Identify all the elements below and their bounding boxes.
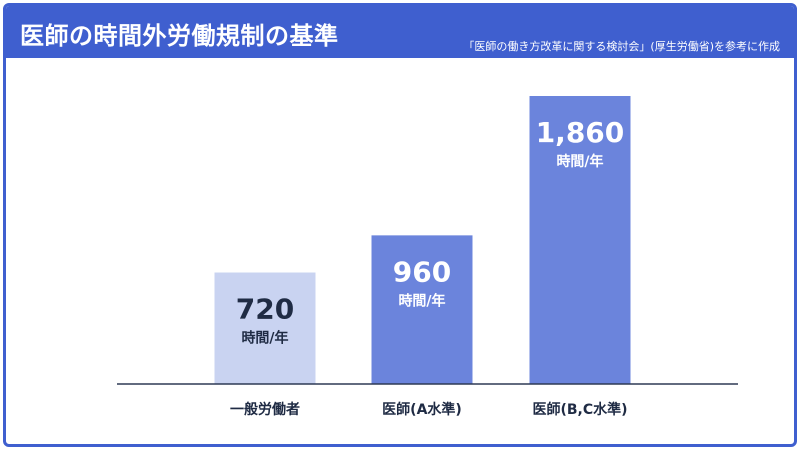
chart-title: 医師の時間外労働規制の基準 <box>20 22 339 50</box>
bar-1 <box>214 272 316 384</box>
bar-2 <box>371 235 473 384</box>
source-note: 「医師の働き方改革に関する検討会」(厚生労働省)を参考に作成 <box>463 40 780 53</box>
bars-layer <box>214 96 631 384</box>
bar-unit-label: 時間/年 <box>398 292 445 309</box>
bar-value-label: 720 <box>236 293 294 326</box>
bar-value-label: 960 <box>393 255 451 288</box>
category-label: 医師(B,C水準) <box>532 401 627 418</box>
category-label: 医師(A水準) <box>382 401 462 418</box>
bar-unit-label: 時間/年 <box>241 330 288 347</box>
bar-3 <box>529 96 631 384</box>
header-bar: 医師の時間外労働規制の基準 「医師の働き方改革に関する検討会」(厚生労働省)を参… <box>6 6 794 58</box>
category-label: 一般労働者 <box>230 401 300 418</box>
bar-unit-label: 時間/年 <box>556 153 603 170</box>
bar-value-label: 1,860 <box>536 116 625 149</box>
